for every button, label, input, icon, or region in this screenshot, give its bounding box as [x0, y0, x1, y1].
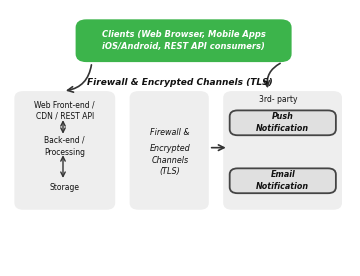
FancyBboxPatch shape [130, 91, 209, 210]
Text: Email
Notification: Email Notification [256, 170, 309, 191]
Text: Encrypted
Channels
(TLS): Encrypted Channels (TLS) [149, 144, 190, 176]
FancyBboxPatch shape [223, 91, 342, 210]
Text: Firewall &: Firewall & [150, 128, 190, 137]
Text: Back-end /
Processing: Back-end / Processing [44, 136, 85, 157]
Text: Web Front-end /
CDN / REST API: Web Front-end / CDN / REST API [35, 100, 95, 121]
FancyBboxPatch shape [230, 168, 336, 193]
FancyBboxPatch shape [76, 19, 292, 62]
Text: Storage: Storage [50, 183, 80, 192]
Text: Push
Notification: Push Notification [256, 112, 309, 133]
FancyBboxPatch shape [14, 91, 115, 210]
FancyBboxPatch shape [230, 110, 336, 135]
Text: Firewall & Encrypted Channels (TLS): Firewall & Encrypted Channels (TLS) [87, 78, 273, 87]
Text: Clients (Web Browser, Mobile Apps
iOS/Android, REST API consumers): Clients (Web Browser, Mobile Apps iOS/An… [102, 30, 266, 51]
Text: 3rd- party: 3rd- party [259, 95, 297, 104]
